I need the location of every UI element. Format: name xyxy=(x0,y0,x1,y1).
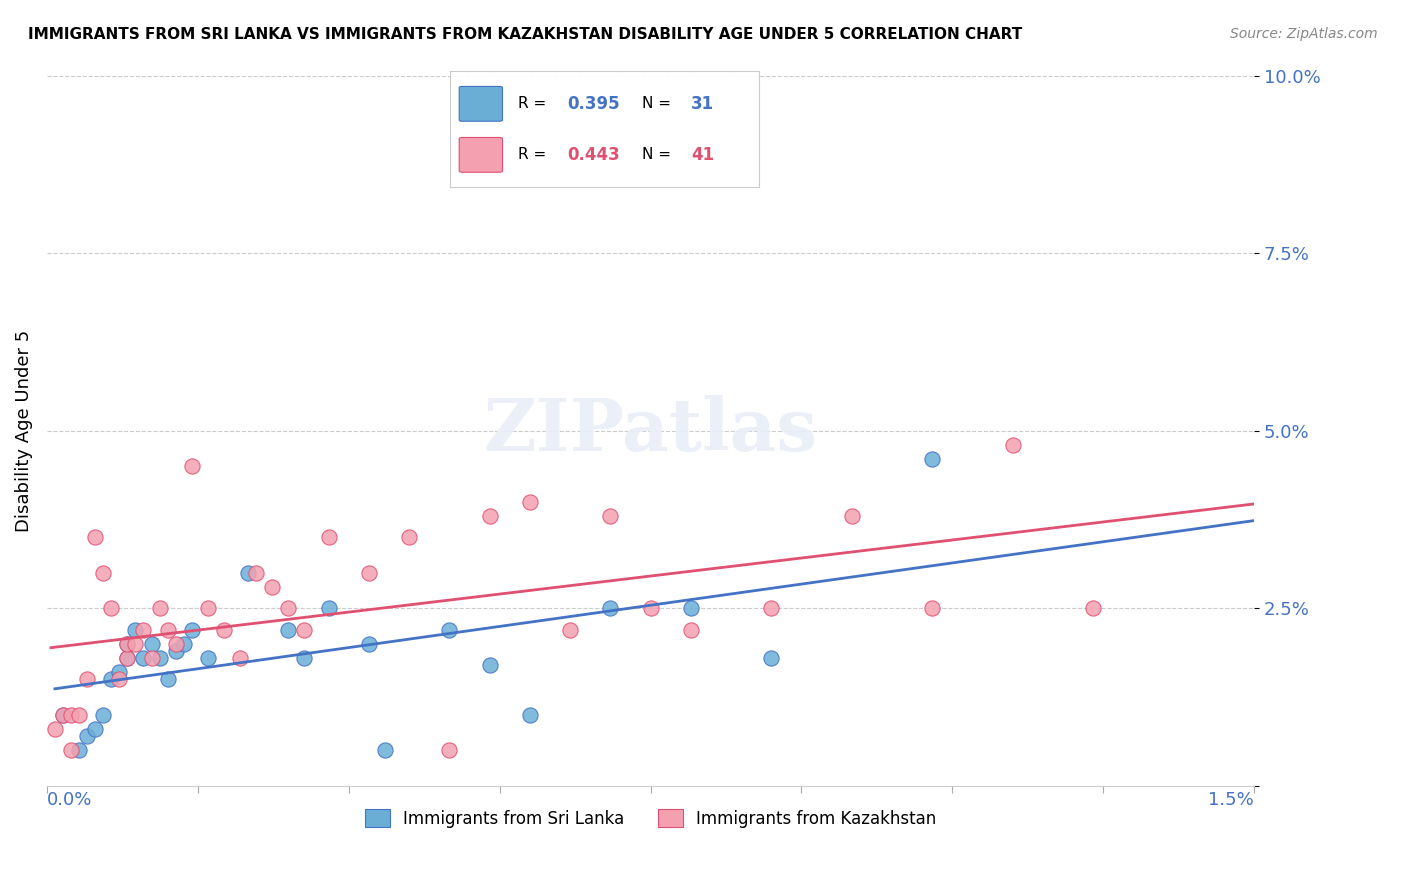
Point xyxy=(439,743,461,757)
Point xyxy=(165,637,187,651)
Point xyxy=(357,637,380,651)
Point xyxy=(277,623,299,637)
Text: ZIPatlas: ZIPatlas xyxy=(484,395,818,467)
Legend: Immigrants from Sri Lanka, Immigrants from Kazakhstan: Immigrants from Sri Lanka, Immigrants fr… xyxy=(359,803,943,834)
Point xyxy=(599,508,621,523)
Point xyxy=(679,623,702,637)
Point xyxy=(398,530,420,544)
Point xyxy=(117,651,139,665)
Point xyxy=(180,623,202,637)
Point xyxy=(117,651,139,665)
Point xyxy=(374,743,396,757)
Point xyxy=(229,651,252,665)
Point xyxy=(148,651,170,665)
Point xyxy=(318,530,340,544)
Point xyxy=(165,644,187,658)
Point xyxy=(52,707,75,722)
Point xyxy=(679,601,702,615)
Text: 1.5%: 1.5% xyxy=(1209,791,1254,809)
Point xyxy=(91,566,114,580)
Text: IMMIGRANTS FROM SRI LANKA VS IMMIGRANTS FROM KAZAKHSTAN DISABILITY AGE UNDER 5 C: IMMIGRANTS FROM SRI LANKA VS IMMIGRANTS … xyxy=(28,27,1022,42)
Point xyxy=(212,623,235,637)
Point xyxy=(52,707,75,722)
Point xyxy=(132,651,155,665)
Point xyxy=(60,707,83,722)
Point xyxy=(318,601,340,615)
Point xyxy=(1083,601,1105,615)
Point xyxy=(599,601,621,615)
Point xyxy=(141,637,163,651)
Point xyxy=(84,722,107,736)
Point xyxy=(921,452,943,467)
Text: 0.443: 0.443 xyxy=(568,146,620,164)
Point xyxy=(60,743,83,757)
Point xyxy=(478,508,501,523)
Point xyxy=(640,601,662,615)
Point xyxy=(439,623,461,637)
Text: N =: N = xyxy=(641,147,675,162)
Point xyxy=(1001,438,1024,452)
Text: 31: 31 xyxy=(692,95,714,112)
Point xyxy=(262,580,284,594)
Point xyxy=(76,729,98,743)
Point xyxy=(100,601,122,615)
Point xyxy=(76,672,98,686)
Point xyxy=(519,707,541,722)
Point xyxy=(141,651,163,665)
Text: 41: 41 xyxy=(692,146,714,164)
Text: R =: R = xyxy=(517,147,551,162)
Point xyxy=(245,566,267,580)
Point xyxy=(294,623,316,637)
Point xyxy=(558,623,581,637)
Text: 0.395: 0.395 xyxy=(568,95,620,112)
Point xyxy=(761,651,783,665)
Point xyxy=(132,623,155,637)
Point xyxy=(173,637,195,651)
Text: 0.0%: 0.0% xyxy=(46,791,93,809)
Point xyxy=(84,530,107,544)
Point xyxy=(180,459,202,474)
Point xyxy=(148,601,170,615)
Point xyxy=(156,672,179,686)
Point xyxy=(294,651,316,665)
FancyBboxPatch shape xyxy=(460,137,502,172)
Point xyxy=(519,494,541,508)
Y-axis label: Disability Age Under 5: Disability Age Under 5 xyxy=(15,329,32,532)
Point xyxy=(478,658,501,673)
Point xyxy=(44,722,66,736)
Point xyxy=(277,601,299,615)
Point xyxy=(67,707,90,722)
Text: N =: N = xyxy=(641,96,675,112)
Point xyxy=(108,672,131,686)
Point xyxy=(108,665,131,680)
Point xyxy=(124,623,146,637)
Point xyxy=(156,623,179,637)
Point xyxy=(761,601,783,615)
Point xyxy=(236,566,259,580)
Point xyxy=(124,637,146,651)
Point xyxy=(197,601,219,615)
Point xyxy=(100,672,122,686)
Point xyxy=(921,601,943,615)
Text: Source: ZipAtlas.com: Source: ZipAtlas.com xyxy=(1230,27,1378,41)
Text: R =: R = xyxy=(517,96,551,112)
Point xyxy=(67,743,90,757)
Point xyxy=(357,566,380,580)
Point xyxy=(117,637,139,651)
Point xyxy=(197,651,219,665)
FancyBboxPatch shape xyxy=(460,87,502,121)
Point xyxy=(117,637,139,651)
Point xyxy=(841,508,863,523)
Point xyxy=(91,707,114,722)
